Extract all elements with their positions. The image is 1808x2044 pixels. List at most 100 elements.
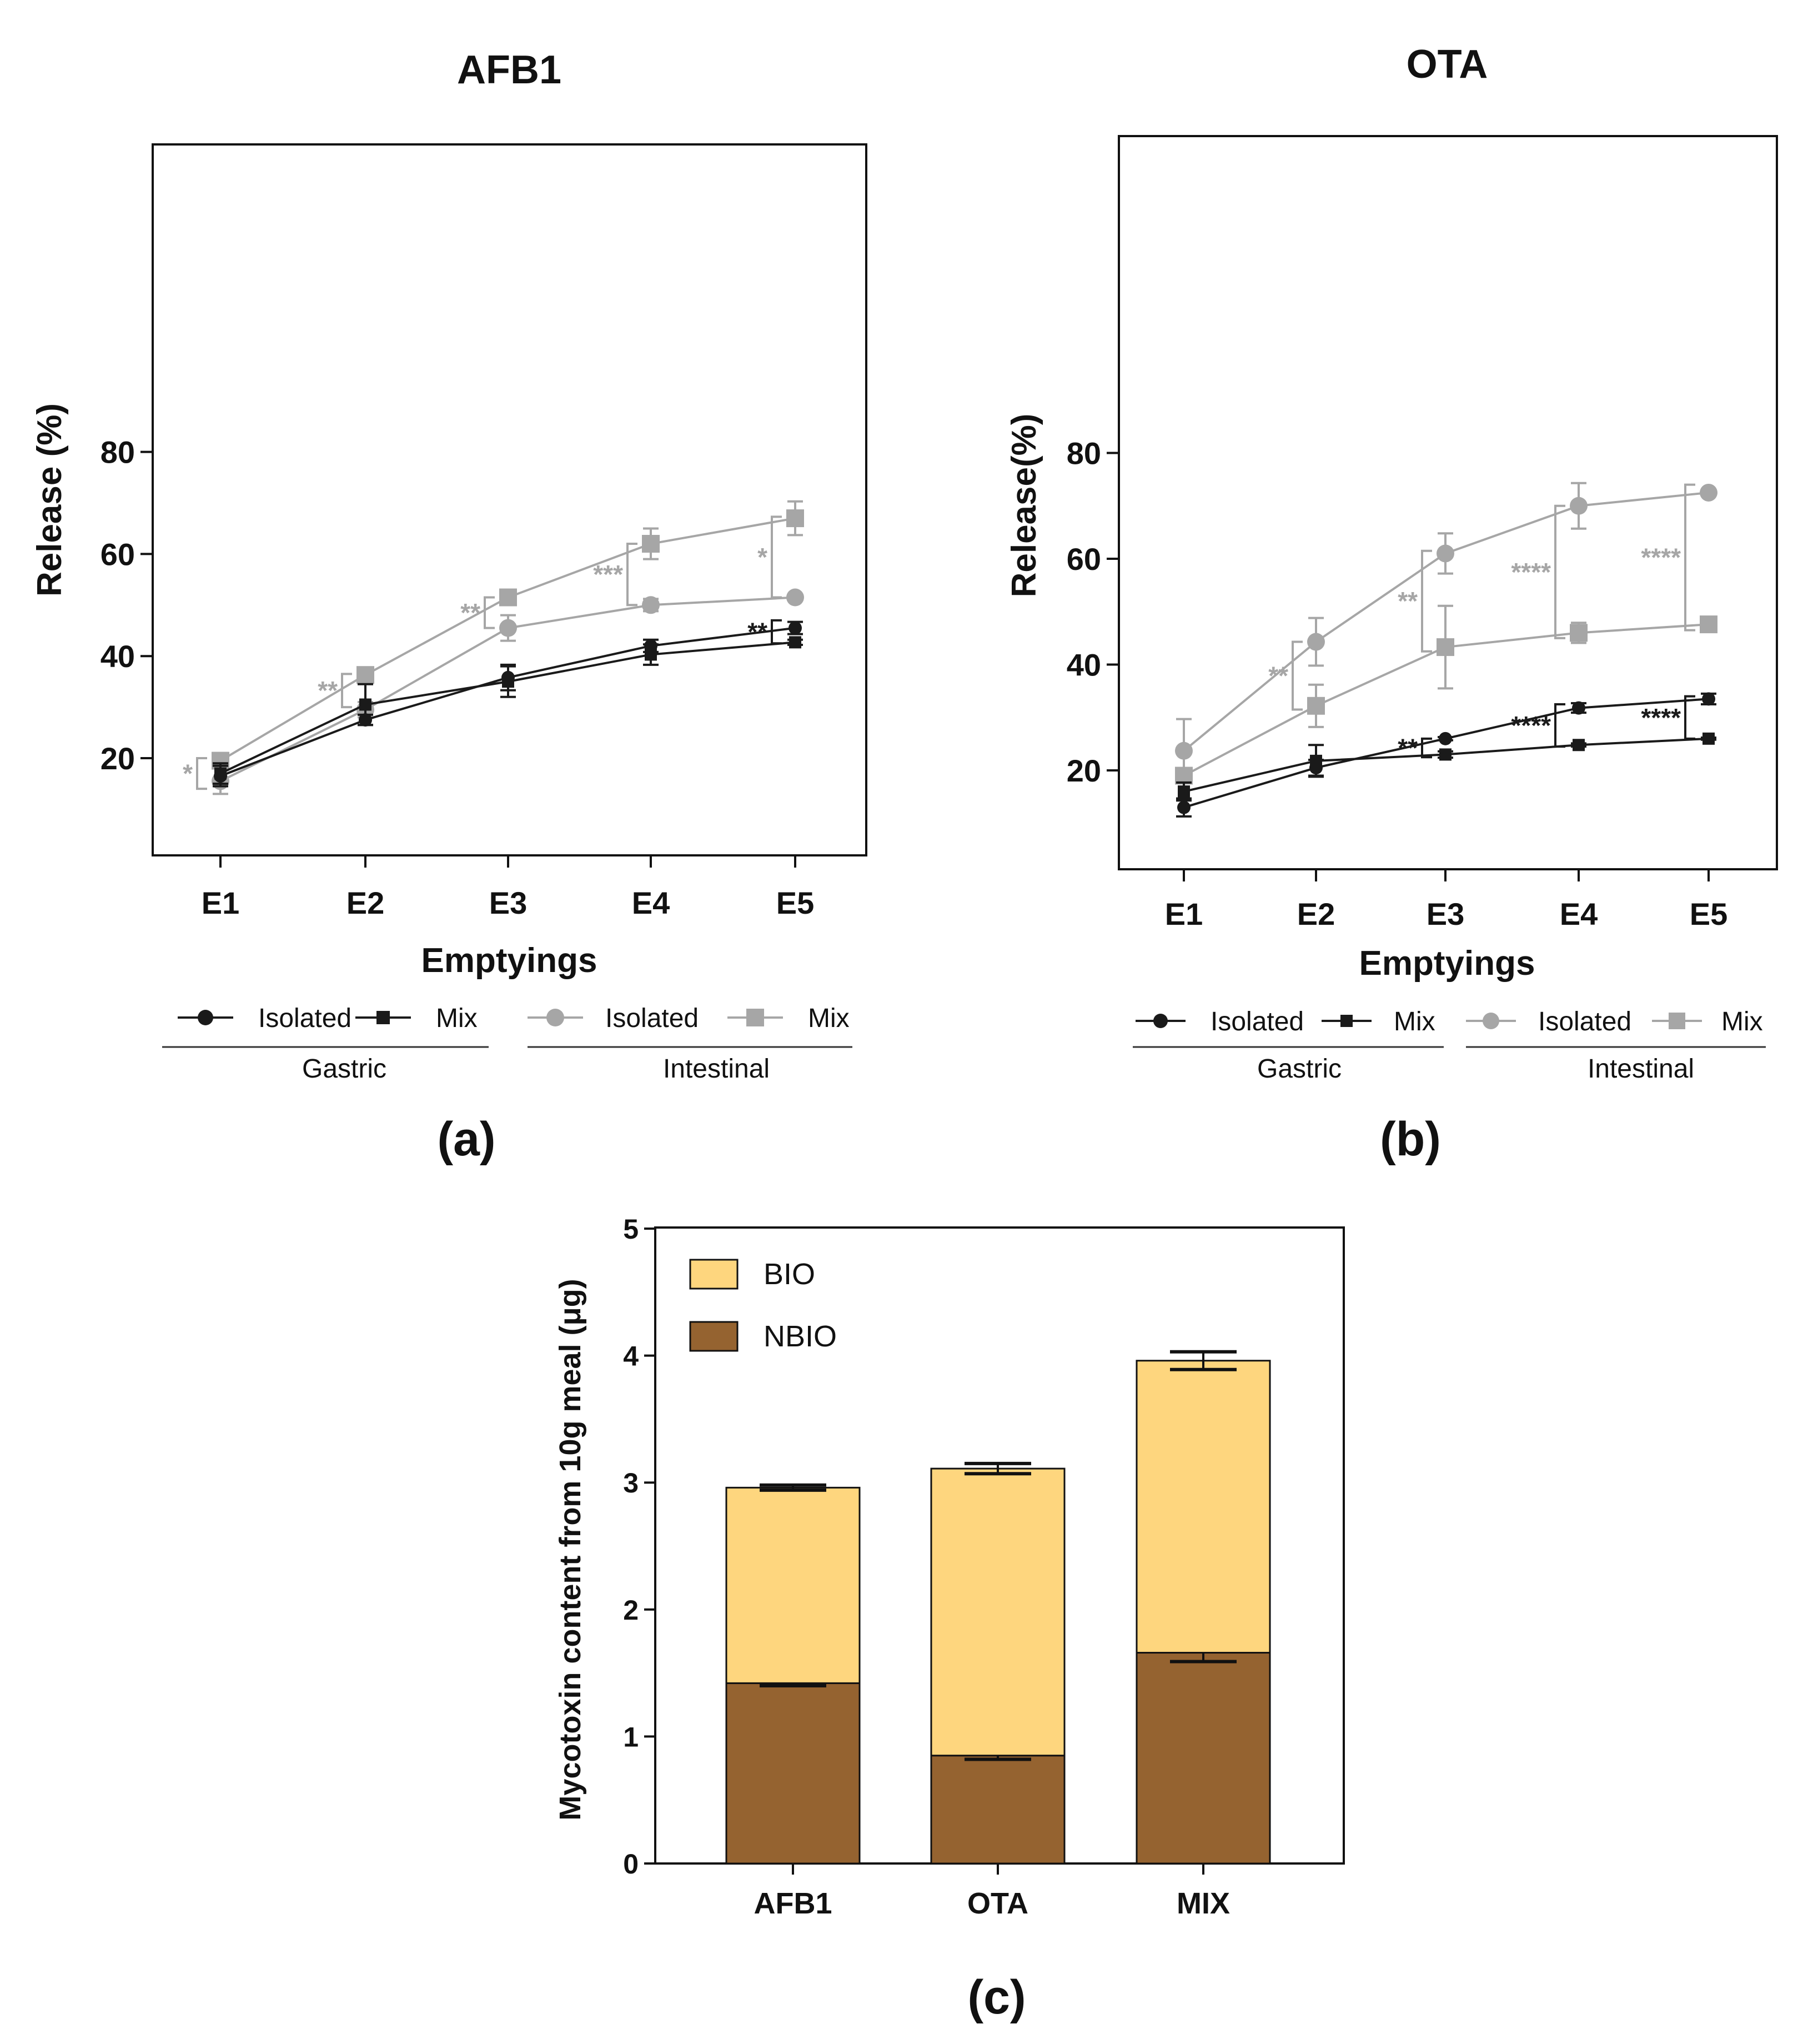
significance-bracket [341, 673, 352, 709]
legend-marker-intestinal-isolated [546, 1009, 564, 1026]
bar-segment-bio [1136, 1360, 1271, 1654]
x-tick-label: E2 [346, 885, 385, 920]
data-point-gastric-mix [1310, 754, 1322, 767]
y-tick-label: 5 [623, 1214, 639, 1245]
panel-label-c: (c) [967, 1971, 1026, 2024]
significance-bracket [626, 543, 637, 607]
y-tick-label: 60 [101, 537, 135, 572]
data-point-intestinal-isolated [1437, 544, 1454, 563]
significance-bracket [196, 757, 207, 790]
plot-frame [152, 143, 867, 856]
legend-group-intestinal: Intestinal [663, 1054, 770, 1084]
data-point-intestinal-mix [1570, 624, 1588, 642]
x-tick-label: MIX [1177, 1887, 1230, 1920]
data-point-gastric-isolated [1177, 800, 1191, 814]
x-tick-label: E1 [1165, 896, 1203, 931]
y-axis-label: Release (%) [31, 403, 69, 597]
y-tick-label: 40 [1067, 648, 1101, 683]
plot-frame [1118, 135, 1778, 870]
significance-bracket [1421, 737, 1432, 759]
legend-label-gastric-mix: Mix [436, 1004, 478, 1033]
bars-layer [725, 1350, 1271, 1865]
bar-segment-bio [930, 1467, 1066, 1757]
significance-label: **** [1641, 543, 1681, 572]
significance-bracket [771, 619, 782, 645]
y-axis: 20 40 60 80 [1067, 436, 1119, 788]
significance-bracket [771, 515, 782, 599]
bar-segment-nbio [1136, 1652, 1271, 1865]
significance-label: ** [318, 676, 338, 705]
x-axis-label: Emptyings [421, 941, 597, 980]
y-tick-label: 60 [1067, 542, 1101, 577]
significance-label: ** [1398, 734, 1418, 763]
legend-marker-gastric-mix [1340, 1015, 1353, 1027]
significance-label: ** [460, 598, 480, 627]
legend-swatch-nbio [689, 1321, 739, 1352]
data-point-gastric-isolated [789, 621, 802, 635]
legend-label-intestinal-mix: Mix [1721, 1007, 1763, 1036]
data-point-gastric-isolated [1702, 692, 1715, 706]
x-tick-label: E5 [1690, 896, 1728, 931]
significance-label: ** [1398, 587, 1418, 615]
significance-label: **** [1511, 711, 1551, 740]
x-tick-label: E4 [1560, 896, 1598, 931]
data-point-intestinal-isolated [786, 588, 804, 607]
legend-marker-gastric-isolated [198, 1010, 213, 1025]
data-layer [1175, 482, 1717, 818]
chart-title: OTA [1407, 42, 1488, 87]
data-point-gastric-mix [359, 698, 371, 711]
data-point-gastric-mix [1439, 748, 1452, 761]
significance-label: * [183, 759, 193, 788]
line-chart-afb1: AFB1 20 40 60 80 E1 E2 E3 E4 E5 Release (%) Emp… [31, 48, 867, 1166]
y-tick-label: 80 [101, 435, 135, 470]
y-tick-label: 0 [623, 1848, 639, 1880]
bar-segment-bio [725, 1486, 861, 1684]
data-point-intestinal-isolated [1175, 742, 1193, 760]
series-line-gastric-mix [220, 641, 796, 775]
x-axis-label: Emptyings [1359, 944, 1535, 983]
x-axis: E1 E2 E3 E4 E5 [1165, 869, 1728, 931]
legend-label-nbio: NBIO [764, 1320, 837, 1353]
legend-marker-gastric-mix [376, 1011, 390, 1024]
data-point-intestinal-isolated [1700, 483, 1717, 502]
y-tick-label: 20 [1067, 753, 1101, 788]
significance-bracket [1684, 483, 1695, 632]
significance-bracket [484, 596, 495, 629]
x-axis: E1 E2 E3 E4 E5 [202, 855, 814, 920]
y-axis: 20 40 60 80 [101, 435, 153, 776]
y-tick-label: 80 [1067, 436, 1101, 471]
legend-marker-intestinal-isolated [1483, 1013, 1499, 1029]
data-point-intestinal-mix [786, 509, 804, 528]
y-tick-label: 3 [623, 1467, 639, 1499]
legend-label-intestinal-mix: Mix [808, 1004, 850, 1033]
significance-bracket [1292, 640, 1303, 711]
legend: Isolated Mix Isolated Mix Gastric Intest… [162, 1004, 852, 1084]
data-point-gastric-isolated [1572, 701, 1585, 715]
x-tick-label: E3 [489, 885, 528, 920]
significance-label: **** [1641, 703, 1681, 732]
x-axis: AFB1 OTA MIX [754, 1863, 1230, 1920]
legend-group-gastric: Gastric [302, 1054, 386, 1084]
x-tick-label: AFB1 [754, 1887, 832, 1920]
chart-title: AFB1 [457, 48, 561, 92]
significance-bracket [1554, 504, 1565, 639]
data-point-intestinal-mix [499, 588, 517, 607]
data-point-intestinal-isolated [1570, 497, 1588, 515]
data-point-intestinal-isolated [499, 619, 517, 637]
legend-marker-intestinal-mix [746, 1009, 764, 1026]
y-tick-label: 20 [101, 741, 135, 776]
significance-label: ** [1268, 662, 1288, 690]
legend-marker-intestinal-mix [1669, 1013, 1685, 1029]
x-tick-label: E1 [202, 885, 240, 920]
legend-label-gastric-isolated: Isolated [258, 1004, 351, 1033]
data-point-intestinal-isolated [642, 596, 660, 614]
legend-group-intestinal: Intestinal [1588, 1054, 1694, 1084]
data-point-intestinal-mix [642, 535, 660, 553]
significance-label: **** [1511, 558, 1551, 587]
legend-label-gastric-isolated: Isolated [1211, 1007, 1304, 1036]
y-tick-label: 2 [623, 1595, 639, 1626]
legend-label-intestinal-isolated: Isolated [605, 1004, 699, 1033]
significance-bracket [1554, 703, 1565, 748]
x-tick-label: E2 [1297, 896, 1335, 931]
